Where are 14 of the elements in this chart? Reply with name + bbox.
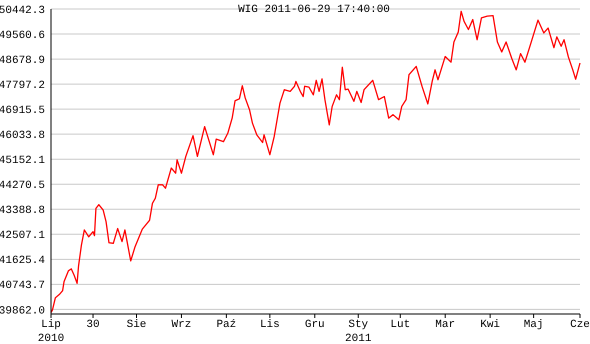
x-tick-label: Kwi <box>480 319 500 331</box>
x-tick-label: Gru <box>304 319 325 331</box>
x-tick-label: Lis <box>260 319 280 331</box>
chart-title: WIG 2011-06-29 17:40:00 <box>238 4 390 16</box>
x-tick-label: Sty 2011 <box>345 319 372 344</box>
x-tick-label: Cze <box>570 319 590 331</box>
x-tick-label: Lip 2010 <box>38 319 64 344</box>
x-tick-label: Lut <box>390 319 410 331</box>
x-tick-label: Sie <box>126 319 146 331</box>
x-tick-label: Maj <box>524 319 544 331</box>
x-tick-label: 30 <box>86 319 100 331</box>
x-tick-label: Paź <box>216 319 236 331</box>
x-tick-label: Wrz <box>172 319 192 331</box>
x-tick-label: Mar <box>435 319 456 331</box>
